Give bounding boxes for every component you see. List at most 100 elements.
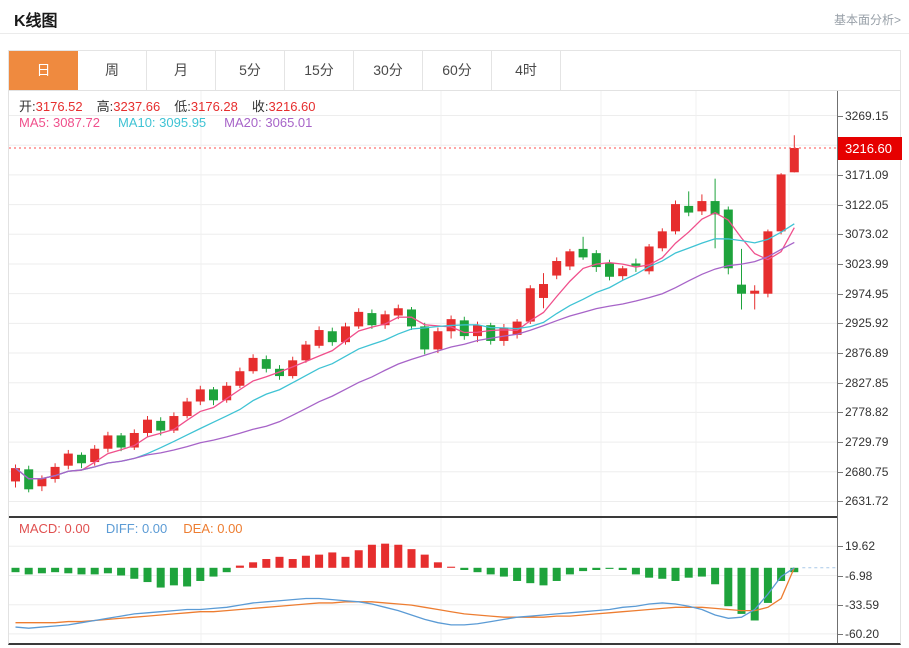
candle[interactable] [684,205,694,213]
candle[interactable] [182,401,192,417]
candle[interactable] [380,314,390,326]
macd-bar [579,567,588,572]
candle[interactable] [143,419,152,433]
candle[interactable] [37,478,47,487]
candle[interactable] [129,432,139,448]
candle[interactable] [209,389,218,401]
candle[interactable] [77,454,86,464]
candle[interactable] [591,253,601,268]
period-tab[interactable]: 30分 [354,51,423,90]
candle[interactable] [248,357,258,372]
candle[interactable] [103,435,113,449]
candle[interactable] [156,420,166,431]
candle[interactable] [737,284,746,294]
macd-bar [24,567,33,575]
period-tab[interactable]: 月 [147,51,216,90]
macd-bar [407,549,416,568]
candle[interactable] [552,261,562,276]
candle[interactable] [354,311,364,327]
candle[interactable] [631,263,641,266]
macd-bar [658,567,667,579]
period-tabbar: 日周月 5分 15分 30分 60分 4时 [8,50,901,90]
candle[interactable] [169,416,179,431]
candle[interactable] [50,466,60,480]
macd-bar [447,566,456,568]
candle[interactable] [486,325,496,341]
ma20-line [15,241,795,480]
candle[interactable] [789,148,799,173]
candle[interactable] [433,331,443,350]
candle[interactable] [314,330,324,346]
macd-bar [328,552,337,568]
macd-axis-label: 19.62 [837,539,876,554]
macd-bar [354,550,363,568]
period-tab[interactable]: 60分 [423,51,492,90]
macd-bar [724,567,733,607]
candle[interactable] [222,385,232,401]
candle[interactable] [657,231,667,249]
macd-bar [77,567,86,575]
macd-bar [249,562,258,568]
macd-bar [526,567,535,584]
macd-bar [565,567,574,575]
candle[interactable] [327,331,337,343]
candle[interactable] [473,325,482,337]
period-tab[interactable]: 周 [78,51,147,90]
candle[interactable] [525,288,535,322]
price-axis-label: 3122.05 [837,197,889,212]
period-tab[interactable]: 5分 [216,51,285,90]
candle[interactable] [499,327,509,341]
macd-bar [684,567,693,578]
page-title: K线图 [14,13,58,30]
candle[interactable] [539,284,548,298]
candle[interactable] [11,468,20,482]
macd-bar [301,555,310,568]
fundamental-analysis-link[interactable]: 基本面分析> [833,13,901,27]
macd-bar [618,567,627,570]
candle[interactable] [341,326,350,343]
candle[interactable] [195,389,205,402]
candle[interactable] [235,371,245,386]
price-axis-label: 2680.75 [837,464,889,479]
candle[interactable] [750,290,760,294]
candle[interactable] [367,313,377,326]
macd-bar [790,567,799,573]
macd-bar [235,565,244,568]
candle[interactable] [697,201,707,212]
macd-bar [631,567,640,575]
candle[interactable] [420,326,430,350]
period-tab[interactable]: 4时 [492,51,561,90]
candle[interactable] [116,435,126,448]
macd-bar [275,556,284,568]
macd-bar [394,544,403,568]
price-axis-label: 2729.79 [837,435,889,450]
price-axis-label: 3171.09 [837,167,889,182]
candle[interactable] [710,201,720,215]
candle[interactable] [565,251,575,267]
macd-bar [103,567,112,574]
macd-bar [262,559,271,568]
ma10-line [15,223,795,480]
candle[interactable] [301,344,311,361]
price-axis-label: 3023.99 [837,256,889,271]
macd-bar [711,567,720,585]
candle[interactable] [776,174,786,232]
candle[interactable] [261,359,271,369]
candle[interactable] [618,268,628,277]
candle[interactable] [288,360,298,377]
candle[interactable] [90,448,100,463]
candle[interactable] [63,453,73,466]
period-tab[interactable]: 15分 [285,51,354,90]
candle[interactable] [578,248,588,258]
candle[interactable] [644,246,654,272]
candle[interactable] [393,308,403,316]
candle[interactable] [671,204,680,232]
period-tab[interactable]: 日 [9,51,78,90]
candle[interactable] [459,320,469,337]
candle[interactable] [605,263,614,277]
macd-bar [592,567,601,570]
kline-macd-chart[interactable] [9,91,838,643]
macd-bar [486,567,495,575]
candle[interactable] [763,231,773,294]
